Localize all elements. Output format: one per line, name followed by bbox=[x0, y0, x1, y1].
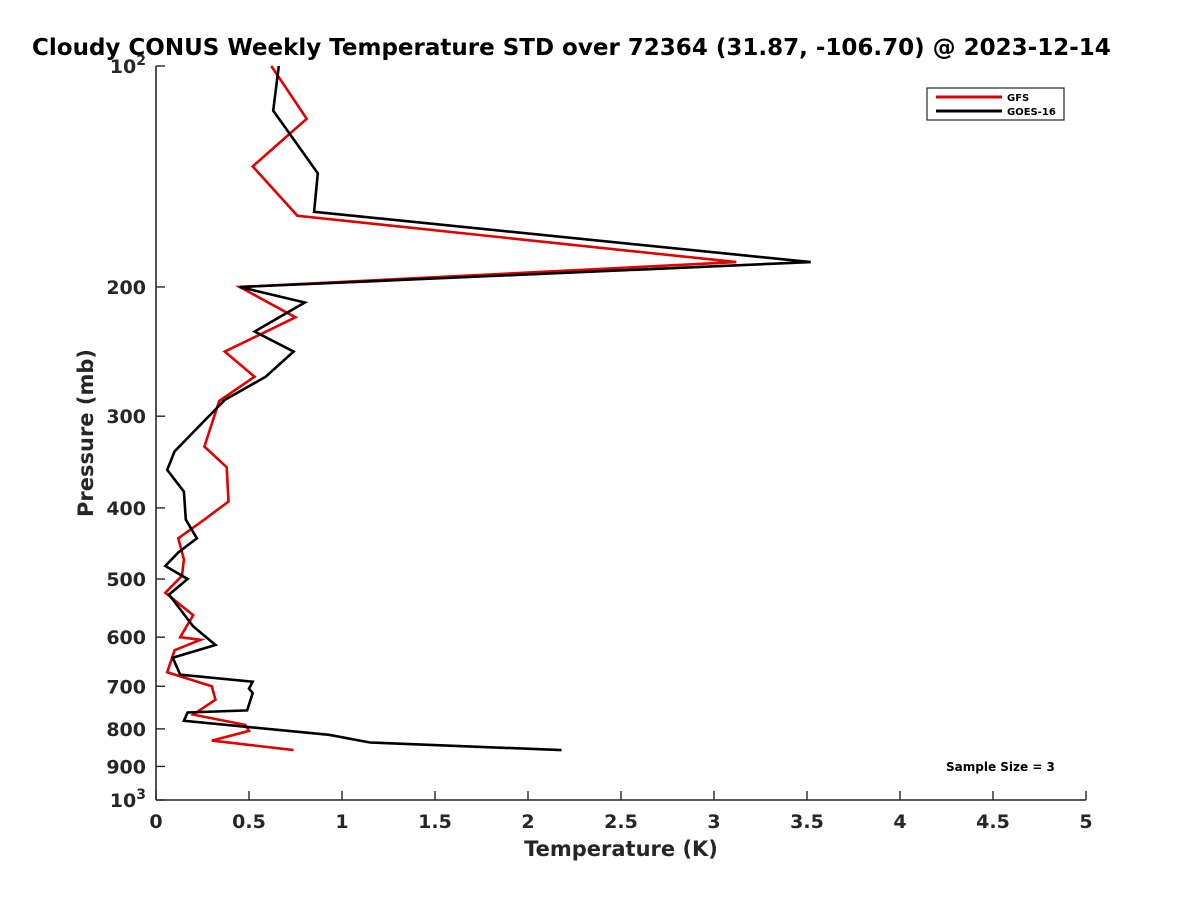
x-tick-label: 2.5 bbox=[604, 811, 638, 833]
x-tick-label: 3.5 bbox=[790, 811, 824, 833]
y-tick-label-base: 500 bbox=[106, 569, 146, 591]
x-tick-label: 0.5 bbox=[232, 811, 266, 833]
y-tick-label-base: 600 bbox=[106, 627, 146, 649]
y-tick-label: 200 bbox=[106, 277, 146, 299]
series-line-goes-16 bbox=[163, 65, 811, 752]
y-tick-label: 102 bbox=[110, 53, 146, 78]
x-tick-label: 4.5 bbox=[976, 811, 1010, 833]
y-tick-label: 700 bbox=[106, 676, 146, 698]
y-tick-label: 500 bbox=[106, 569, 146, 591]
y-tick-label: 900 bbox=[106, 756, 146, 778]
legend: GFS GOES-16 bbox=[926, 87, 1065, 121]
x-tick-label: 1.5 bbox=[418, 811, 452, 833]
legend-label-goes-16: GOES-16 bbox=[1007, 107, 1056, 118]
y-tick-label-base: 400 bbox=[106, 498, 146, 520]
y-tick-label-base: 800 bbox=[106, 719, 146, 741]
x-tick-label: 0 bbox=[149, 811, 162, 833]
legend-label-gfs: GFS bbox=[1007, 93, 1029, 104]
y-tick-label-exponent: 3 bbox=[136, 787, 146, 803]
legend-box bbox=[926, 87, 1065, 121]
y-tick-label-base: 10 bbox=[110, 790, 136, 812]
y-tick-label-base: 300 bbox=[106, 406, 146, 428]
x-tick-label: 3 bbox=[707, 811, 720, 833]
y-tick-label-base: 200 bbox=[106, 277, 146, 299]
x-axis-label: Temperature (K) bbox=[524, 837, 718, 861]
series-layer bbox=[163, 65, 811, 752]
y-tick-label: 800 bbox=[106, 719, 146, 741]
y-tick-label-exponent: 2 bbox=[136, 53, 146, 69]
y-tick-label: 103 bbox=[110, 787, 146, 812]
y-tick-label-base: 700 bbox=[106, 676, 146, 698]
x-ticks: 0 0.5 1 1.5 2 2.5 3 3.5 4 4.5 5 bbox=[149, 791, 1093, 833]
x-tick-label: 4 bbox=[893, 811, 906, 833]
x-tick-label: 5 bbox=[1079, 811, 1092, 833]
y-tick-label-base: 10 bbox=[110, 56, 136, 78]
y-tick-label: 400 bbox=[106, 498, 146, 520]
chart-title: Cloudy CONUS Weekly Temperature STD over… bbox=[32, 35, 1111, 61]
y-tick-label-base: 900 bbox=[106, 756, 146, 778]
y-axis-label: Pressure (mb) bbox=[74, 349, 98, 517]
sample-size-annotation: Sample Size = 3 bbox=[946, 760, 1055, 774]
x-tick-label: 2 bbox=[521, 811, 534, 833]
y-tick-label: 600 bbox=[106, 627, 146, 649]
x-tick-label: 1 bbox=[335, 811, 348, 833]
y-tick-label: 300 bbox=[106, 406, 146, 428]
